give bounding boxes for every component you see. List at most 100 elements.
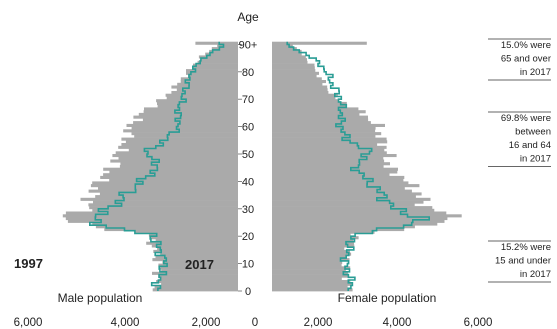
bar-male-2017-age-3 [156,280,238,284]
age-tick-labels: 0 10 20 30 40 50 60 70 80 90+ [238,39,257,298]
bar-male-2017-age-10 [162,260,238,264]
bar-female-2017-age-50 [272,151,387,155]
bar-female-2017-age-27 [272,214,462,218]
annotations: 15.0% were 65 and over in 2017 69.8% were be… [488,38,551,283]
bar-male-2017-age-21 [134,230,238,234]
bar-male-2017-age-30 [89,206,238,210]
bar-female-2017-age-73 [272,88,328,92]
bar-male-2017-age-75 [177,82,238,86]
bar-female-2017-age-67 [272,104,347,108]
line-male-1997 [89,41,225,291]
bar-female-2017-age-65 [272,110,366,114]
bar-male-2017-age-34 [95,195,238,199]
bar-male-2017-age-54 [125,140,238,144]
bar-female-2017-age-5 [272,274,349,278]
bar-male-2017-age-19 [151,236,238,240]
bar-female-2017-age-25 [272,219,445,223]
bar-male-2017-age-87 [209,49,238,53]
bar-female-2017-age-68 [272,101,347,105]
bar-male-2017-age-49 [112,154,238,158]
bar-female-2017-age-23 [272,225,415,229]
bar-female-2017-age-29 [272,208,435,212]
bar-female-2017-age-80 [272,69,316,73]
bar-male-2017-age-80 [186,69,238,73]
bar-female-2017-age-82 [272,63,315,67]
bar-male-2017-age-53 [121,143,238,147]
bar-male-2017-age-36 [88,189,238,193]
age-tick-label-2: 20 [242,231,254,243]
bar-female-2017-age-15 [272,247,345,251]
annotation-1-line-1: between [515,127,551,138]
bar-female-2017-age-46 [272,162,390,166]
bar-male-2017-age-51 [128,148,238,152]
bar-female-2017-age-53 [272,143,378,147]
bar-male-2017-age-41 [100,175,238,179]
bar-male-2017-age-17 [146,241,238,245]
bar-male-2017-age-14 [153,249,238,253]
bar-male-2017-age-83 [197,60,238,64]
bar-male-2017-age-59 [131,126,238,130]
bar-male-2017-age-90 [195,41,238,45]
bar-female-2017-age-32 [272,200,424,204]
bar-male-2017-age-72 [171,91,238,95]
bar-female-2017-age-38 [272,184,420,188]
bar-female-2017-age-89 [272,44,293,48]
bar-male-2017-age-48 [118,156,238,160]
bar-male-2017-age-67 [157,104,238,108]
bar-female-2017-age-70 [272,96,336,100]
bar-male-2017-age-40 [109,178,238,182]
bar-male-2017-age-71 [165,93,238,97]
annotation-1-line-2: 16 and 64 [509,140,551,151]
bar-female-2017-age-21 [272,230,375,234]
bar-female-2017-age-90 [272,41,367,45]
bar-male-2017-age-81 [192,66,238,70]
bar-male-2017-age-76 [180,80,238,84]
bar-female-2017-age-3 [272,280,351,284]
bar-female-2017-age-52 [272,145,387,149]
bar-female-2017-age-24 [272,222,438,226]
bar-male-2017-age-7 [161,269,238,273]
age-tick-label-3: 30 [242,204,254,216]
bar-female-2017-age-83 [272,60,308,64]
annotation-2-line-2: in 2017 [520,269,551,280]
bar-female-2017-age-35 [272,192,422,196]
bar-male-2017-age-62 [142,118,238,122]
bar-female-2017-age-84 [272,58,307,62]
bar-male-2017-age-23 [95,225,239,229]
bar-male-2017-age-38 [90,184,239,188]
bar-female-2017-age-76 [272,80,326,84]
bar-female-2017-age-78 [272,74,317,78]
bar-male-2017-age-77 [180,77,238,81]
annotation-0-line-2: in 2017 [520,67,551,78]
bar-male-2017-age-39 [92,181,238,185]
age-tick-label-9: 90+ [239,39,258,51]
bar-male-2017-age-50 [115,151,238,155]
bar-male-2017-age-65 [143,110,238,114]
bar-male-2017-age-45 [119,165,238,169]
bar-female-2017-age-39 [272,181,409,185]
x-tick-label-3: 0 [252,317,258,329]
annotation-2-line-0: 15.2% were [501,242,551,253]
lines-1997 [89,41,430,291]
bar-male-2017-age-18 [155,238,238,242]
bar-female-2017-age-37 [272,186,405,190]
annotation-0-line-1: 65 and over [501,54,551,65]
bar-male-2017-age-84 [200,58,238,62]
bar-male-2017-age-73 [176,88,238,92]
bar-male-2017-age-43 [109,170,239,174]
bar-female-2017-age-34 [272,195,416,199]
bar-male-2017-age-56 [134,134,238,138]
x-tick-labels: 6,000 4,000 2,000 0 2,000 4,000 6,000 [14,317,493,329]
bar-female-2017-age-14 [272,249,350,253]
bar-female-2017-age-18 [272,238,354,242]
bar-female-2017-age-62 [272,118,369,122]
bar-female-2017-age-71 [272,93,338,97]
bar-female-2017-age-10 [272,260,343,264]
bar-female-2017-age-42 [272,173,390,177]
bar-female-2017-age-20 [272,233,351,237]
x-tick-label-2: 2,000 [192,317,221,329]
bar-male-2017-age-9 [158,263,238,267]
bar-female-2017-age-64 [272,112,360,116]
bar-female-2017-age-74 [272,85,328,89]
bar-male-2017-age-33 [80,197,238,201]
